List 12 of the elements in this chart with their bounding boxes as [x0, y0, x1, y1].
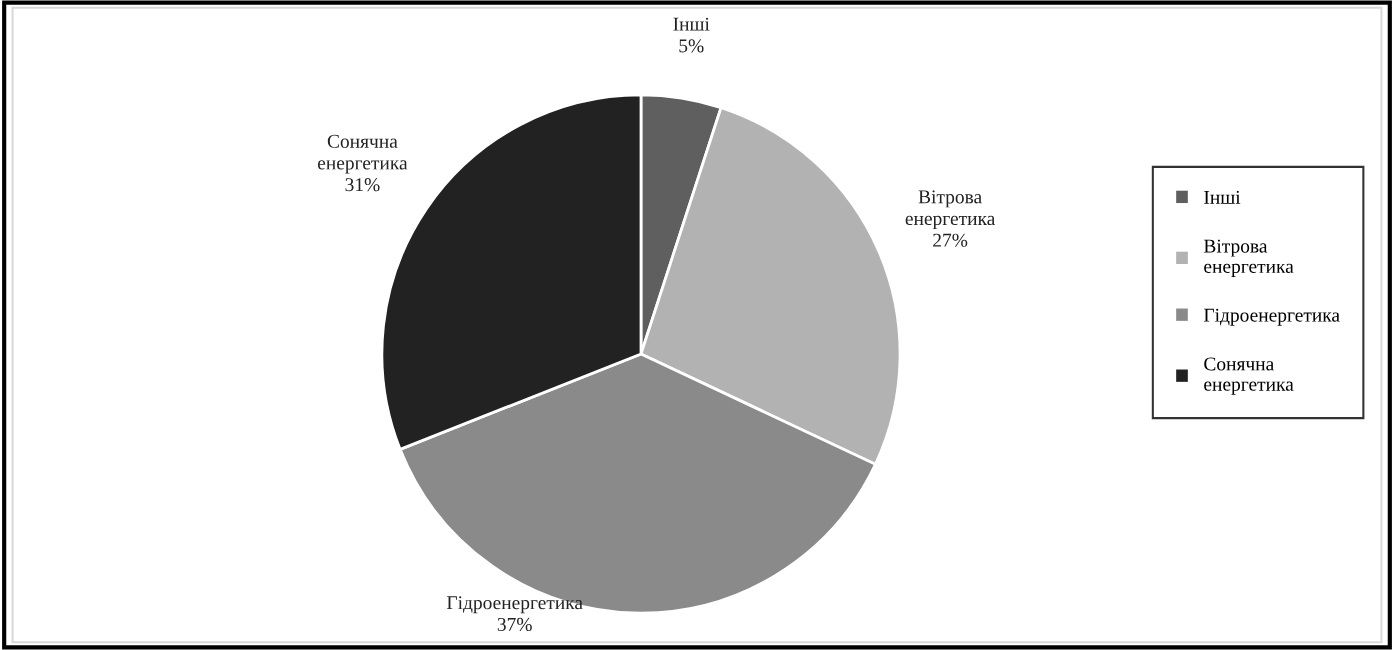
slice-label: Вітрова енергетика [905, 190, 996, 230]
slice-label: Гідроенергетика [446, 596, 583, 614]
legend-label: Гідроенергетика [1203, 308, 1340, 326]
data-label: 27% [933, 233, 968, 247]
legend-label: Інші [1204, 190, 1241, 204]
data-label: 5% [679, 39, 704, 53]
slice-label: Інші [673, 17, 710, 31]
slice-label: Сонячна енергетика [317, 134, 408, 174]
data-label: 37% [497, 617, 532, 632]
legend-label: Вітрова енергетика [1203, 239, 1294, 277]
data-label: 31% [345, 178, 380, 192]
legend-label: Сонячна енергетика [1204, 357, 1294, 395]
